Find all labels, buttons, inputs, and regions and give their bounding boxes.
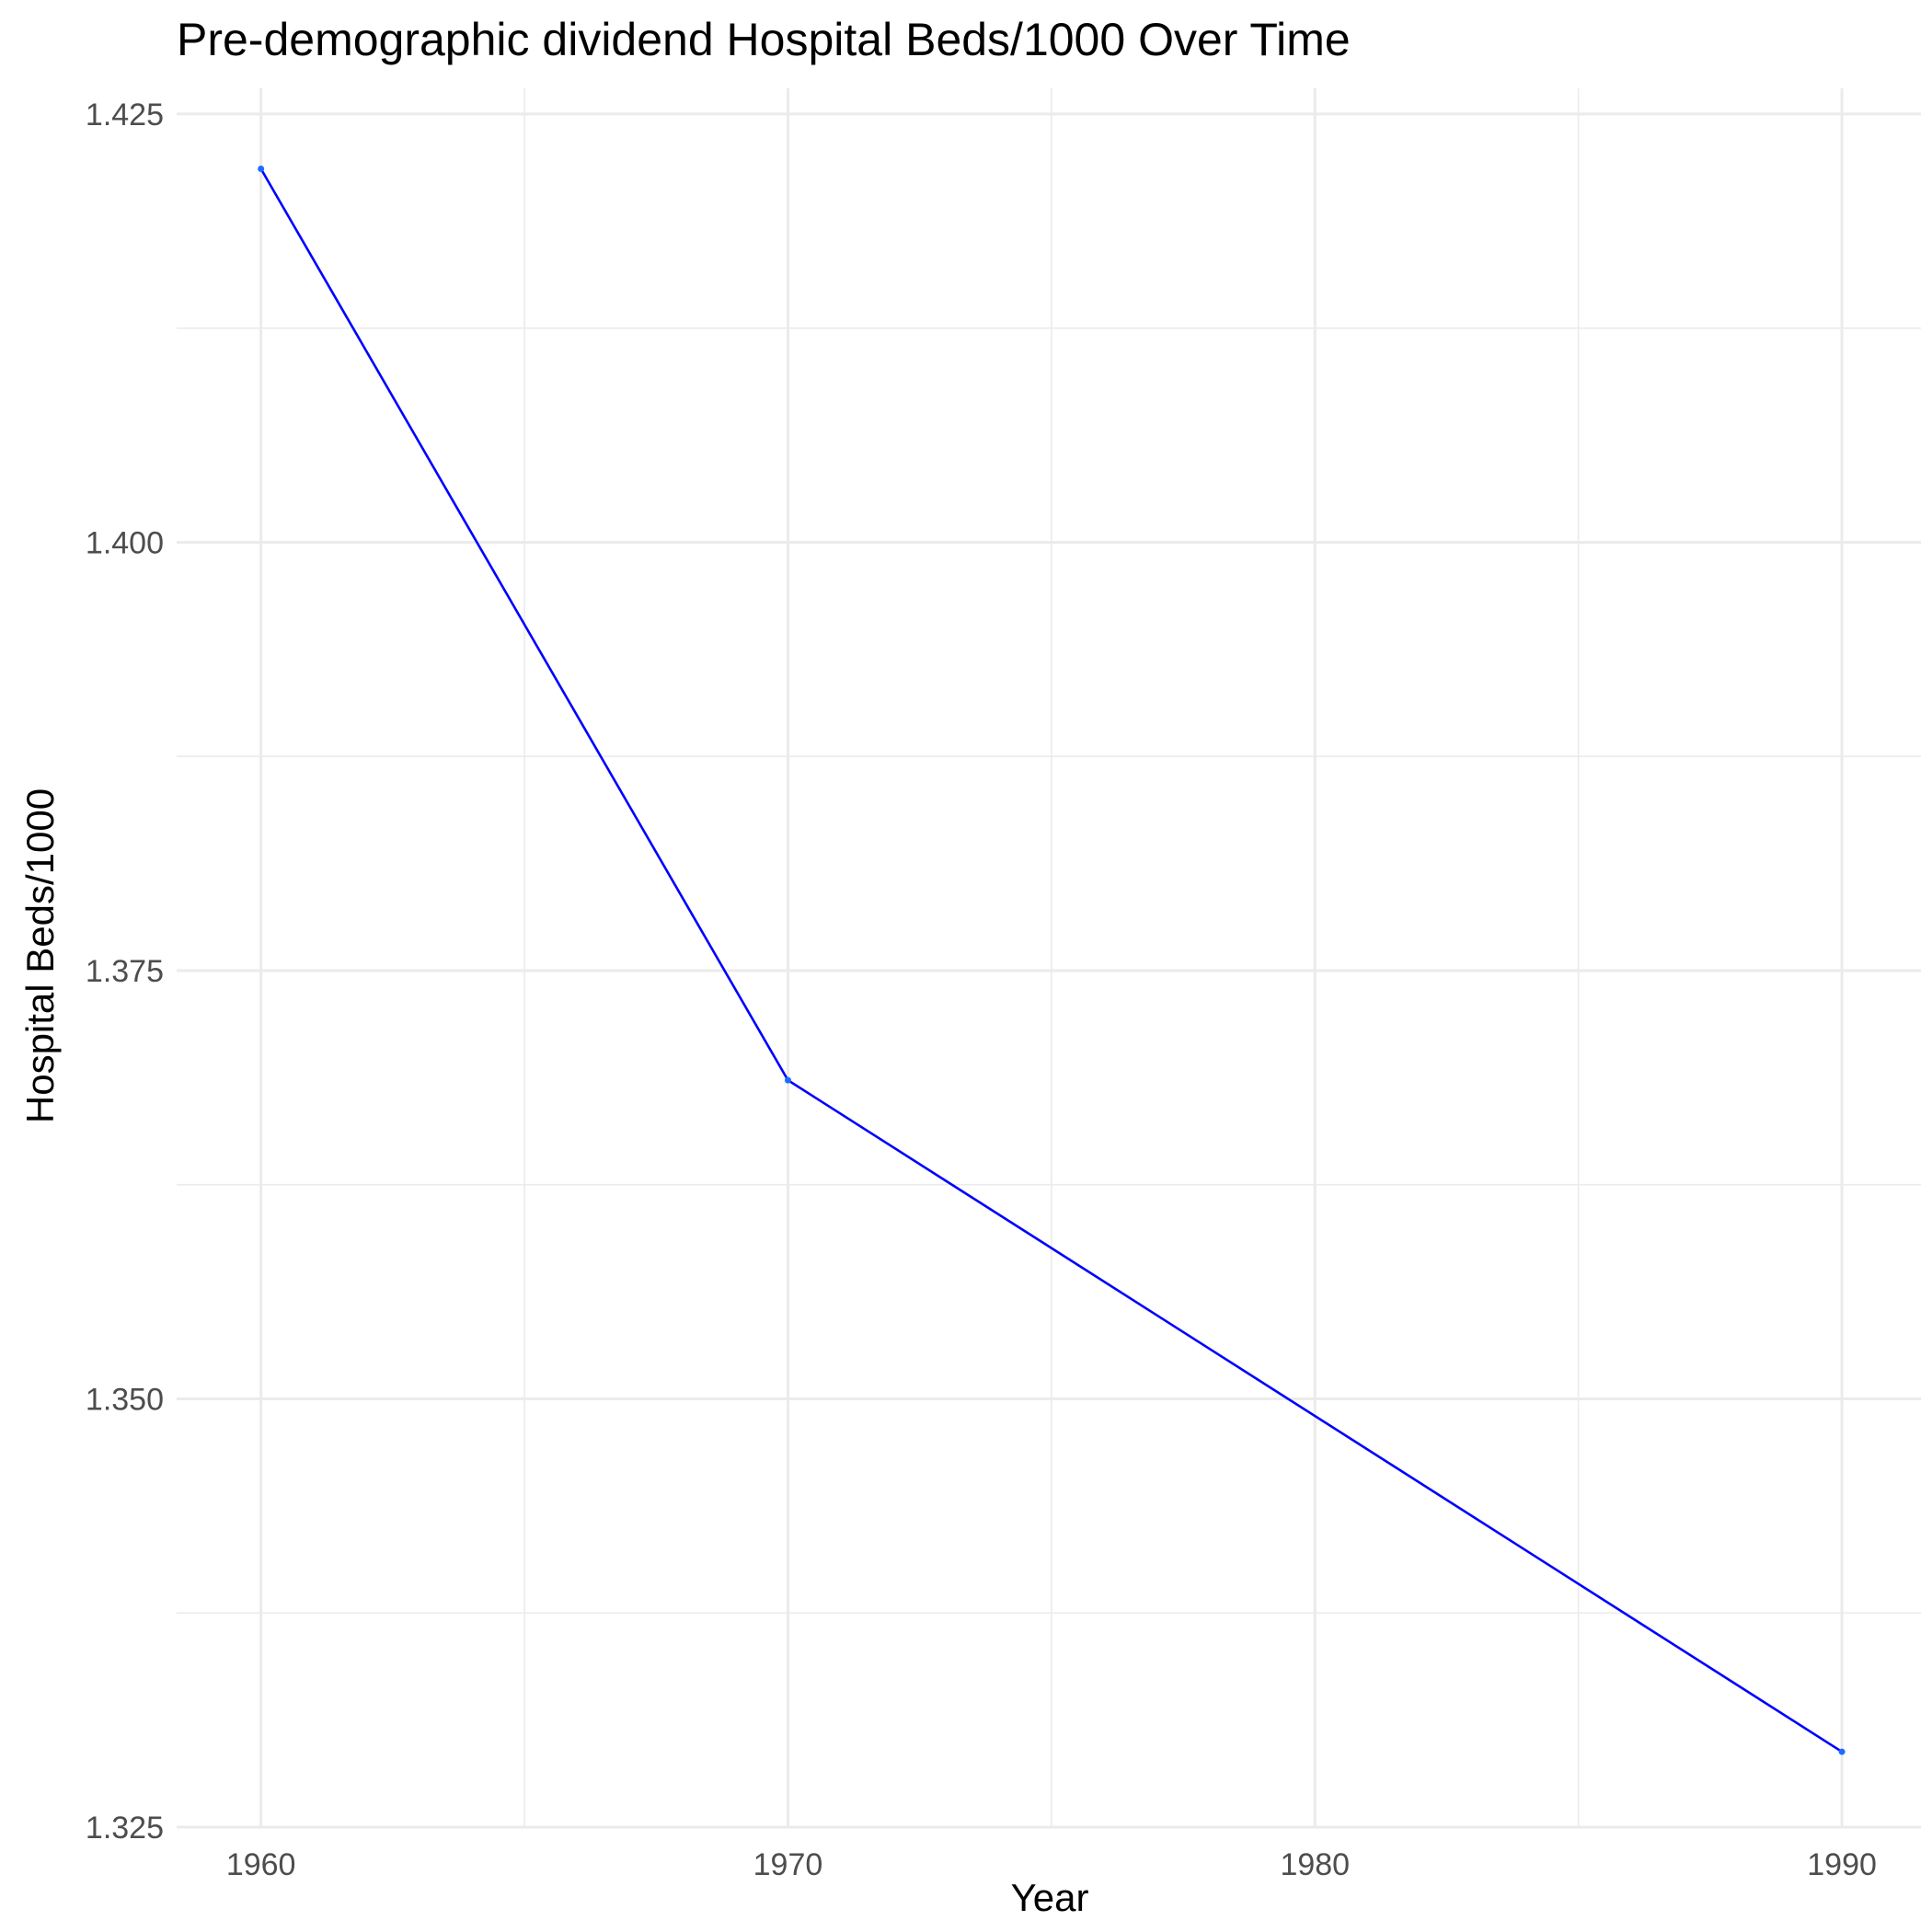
x-tick-label: 1990 [1807,1847,1877,1882]
x-tick-label: 1970 [753,1847,823,1882]
chart-title: Pre-demographic dividend Hospital Beds/1… [177,14,1351,65]
x-tick-label: 1980 [1280,1847,1350,1882]
data-point [1838,1748,1846,1755]
y-tick-label: 1.375 [86,954,164,989]
x-tick-labels: 1960 1970 1980 1990 [226,1847,1877,1882]
y-axis-title: Hospital Beds/1000 [18,788,62,1123]
data-point [258,166,265,173]
minor-x-gridlines [523,88,1580,1827]
x-axis-title: Year [1011,1876,1089,1919]
y-tick-labels: 1.325 1.350 1.375 1.400 1.425 [86,98,164,1846]
y-tick-label: 1.350 [86,1382,164,1417]
y-tick-label: 1.425 [86,98,164,132]
major-x-gridlines [259,88,1844,1827]
y-tick-label: 1.325 [86,1811,164,1846]
x-tick-label: 1960 [226,1847,296,1882]
major-y-gridlines [177,112,1921,1829]
minor-y-gridlines [177,327,1921,1615]
y-tick-label: 1.400 [86,525,164,560]
data-point [784,1076,791,1084]
series-layer [258,166,1846,1755]
